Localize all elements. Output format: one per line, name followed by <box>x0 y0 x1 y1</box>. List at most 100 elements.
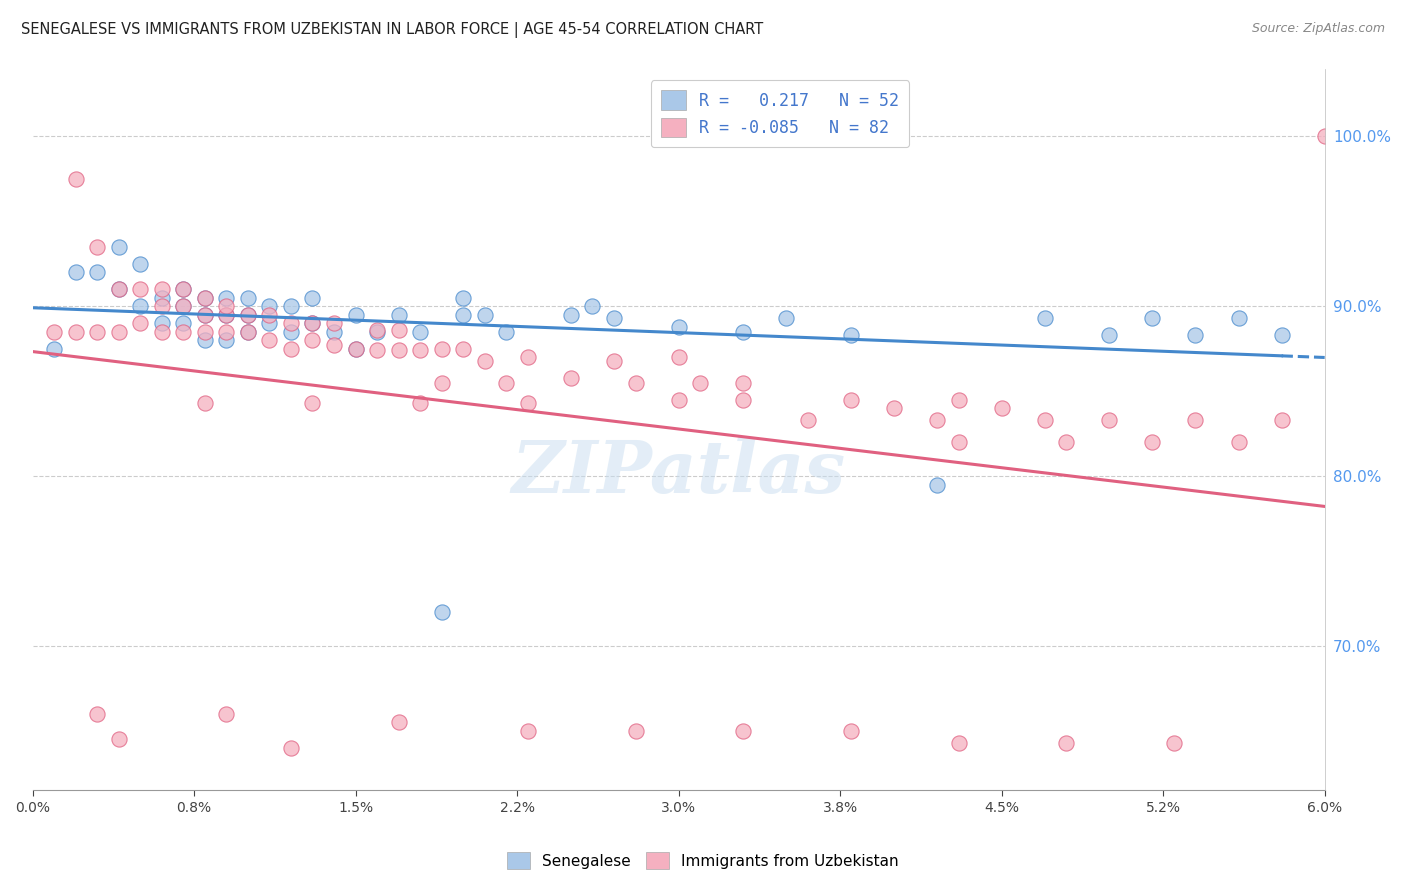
Point <box>1313 129 1336 144</box>
Point <box>107 732 129 747</box>
Point <box>366 325 388 339</box>
Point <box>150 282 173 296</box>
Point <box>451 342 474 356</box>
Text: SENEGALESE VS IMMIGRANTS FROM UZBEKISTAN IN LABOR FORCE | AGE 45-54 CORRELATION : SENEGALESE VS IMMIGRANTS FROM UZBEKISTAN… <box>21 22 763 38</box>
Point <box>409 396 432 410</box>
Point <box>1142 435 1164 450</box>
Point <box>150 299 173 313</box>
Point <box>366 323 388 337</box>
Point <box>344 342 367 356</box>
Point <box>65 325 87 339</box>
Point <box>172 282 194 296</box>
Point <box>775 311 797 326</box>
Point <box>516 723 538 738</box>
Point <box>301 316 323 330</box>
Point <box>1098 328 1121 343</box>
Point <box>86 325 108 339</box>
Legend: R =   0.217   N = 52, R = -0.085   N = 82: R = 0.217 N = 52, R = -0.085 N = 82 <box>651 80 910 147</box>
Point <box>839 328 862 343</box>
Point <box>172 325 194 339</box>
Point <box>474 308 496 322</box>
Point <box>990 401 1012 416</box>
Point <box>86 265 108 279</box>
Point <box>1098 413 1121 427</box>
Point <box>215 299 238 313</box>
Point <box>1033 413 1056 427</box>
Point <box>1227 311 1250 326</box>
Point <box>301 316 323 330</box>
Point <box>925 413 948 427</box>
Point <box>388 308 411 322</box>
Point <box>301 396 323 410</box>
Point <box>581 299 603 313</box>
Point <box>215 325 238 339</box>
Point <box>236 308 259 322</box>
Point <box>280 316 302 330</box>
Point <box>388 715 411 730</box>
Point <box>1054 435 1077 450</box>
Point <box>323 338 346 352</box>
Point <box>107 240 129 254</box>
Point <box>1163 736 1185 750</box>
Point <box>259 316 281 330</box>
Point <box>495 376 517 390</box>
Point <box>194 308 217 322</box>
Point <box>495 325 517 339</box>
Point <box>215 706 238 721</box>
Point <box>259 299 281 313</box>
Point <box>948 435 970 450</box>
Point <box>1227 435 1250 450</box>
Point <box>129 282 152 296</box>
Point <box>194 291 217 305</box>
Point <box>839 392 862 407</box>
Point <box>215 333 238 347</box>
Point <box>925 477 948 491</box>
Point <box>194 325 217 339</box>
Point <box>689 376 711 390</box>
Point <box>430 605 453 619</box>
Point <box>215 308 238 322</box>
Point <box>603 353 626 368</box>
Point <box>624 376 647 390</box>
Point <box>516 396 538 410</box>
Point <box>107 282 129 296</box>
Point <box>560 370 582 384</box>
Point <box>280 740 302 755</box>
Point <box>280 299 302 313</box>
Point <box>344 308 367 322</box>
Point <box>236 325 259 339</box>
Point <box>150 291 173 305</box>
Point <box>280 342 302 356</box>
Point <box>366 343 388 358</box>
Point <box>948 736 970 750</box>
Point <box>733 376 755 390</box>
Point <box>129 316 152 330</box>
Point <box>215 308 238 322</box>
Point <box>603 311 626 326</box>
Point <box>1033 311 1056 326</box>
Point <box>236 308 259 322</box>
Point <box>624 723 647 738</box>
Point <box>194 333 217 347</box>
Point <box>1142 311 1164 326</box>
Point <box>107 325 129 339</box>
Point <box>883 401 905 416</box>
Point <box>451 291 474 305</box>
Point <box>172 316 194 330</box>
Point <box>194 291 217 305</box>
Point <box>129 299 152 313</box>
Point <box>409 325 432 339</box>
Point <box>344 342 367 356</box>
Point <box>1271 413 1294 427</box>
Point <box>516 350 538 364</box>
Point <box>42 325 65 339</box>
Text: ZIPatlas: ZIPatlas <box>512 437 845 508</box>
Point <box>733 723 755 738</box>
Point <box>42 342 65 356</box>
Legend: Senegalese, Immigrants from Uzbekistan: Senegalese, Immigrants from Uzbekistan <box>501 846 905 875</box>
Point <box>259 308 281 322</box>
Point <box>409 343 432 358</box>
Text: Source: ZipAtlas.com: Source: ZipAtlas.com <box>1251 22 1385 36</box>
Point <box>259 333 281 347</box>
Point <box>388 343 411 358</box>
